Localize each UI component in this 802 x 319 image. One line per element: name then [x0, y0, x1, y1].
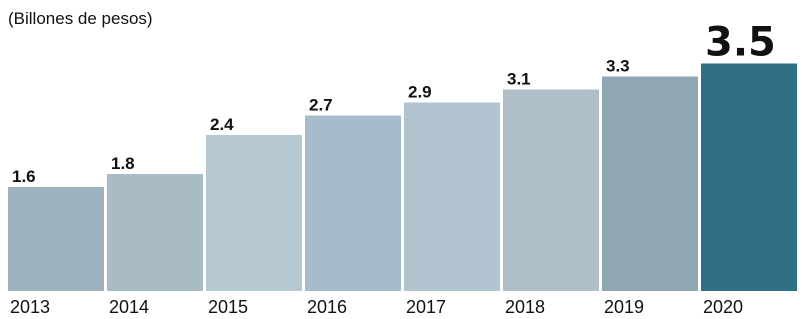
x-tick-label: 2018 [505, 297, 545, 317]
value-label: 3.5 [705, 20, 776, 66]
x-tick-label: 2020 [703, 297, 743, 317]
chart: (Billones de pesos) 1.6 2013 1.8 2014 2.4 201… [0, 0, 802, 319]
value-label: 3.1 [507, 70, 531, 89]
x-tick-label: 2014 [109, 297, 149, 317]
bar [503, 90, 599, 292]
bar [8, 187, 104, 291]
value-label: 2.9 [408, 83, 432, 102]
x-tick-label: 2015 [208, 297, 248, 317]
x-tick-label: 2019 [604, 297, 644, 317]
value-label: 1.6 [12, 167, 36, 186]
value-label: 2.7 [309, 96, 333, 115]
chart-subtitle: (Billones de pesos) [8, 9, 153, 28]
bar [305, 116, 401, 292]
value-label: 2.4 [210, 115, 234, 134]
value-label: 1.8 [111, 154, 135, 173]
bar [107, 174, 203, 291]
value-label: 3.3 [606, 57, 630, 76]
bar [602, 77, 698, 292]
bar [206, 135, 302, 291]
bar [701, 64, 797, 292]
x-tick-label: 2016 [307, 297, 347, 317]
x-tick-label: 2013 [10, 297, 50, 317]
x-tick-label: 2017 [406, 297, 446, 317]
bar [404, 103, 500, 292]
